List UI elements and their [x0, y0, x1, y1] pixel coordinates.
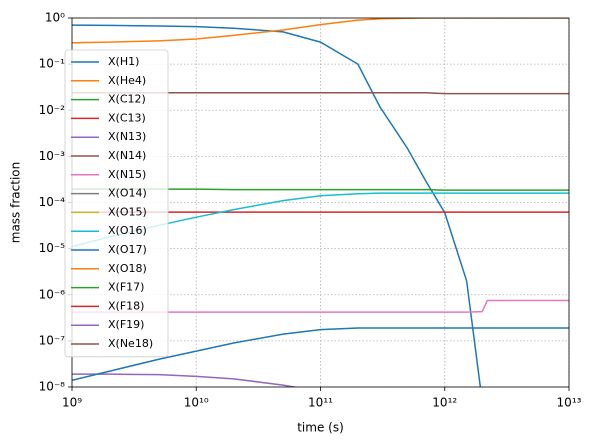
series-line [72, 18, 569, 44]
legend-label: X(O15) [108, 205, 147, 218]
legend-label: X(F18) [108, 299, 144, 312]
y-tick-label: 10⁻⁴ [39, 195, 66, 209]
x-axis-label: time (s) [297, 421, 344, 435]
legend-label: X(N14) [108, 149, 146, 162]
series-line [72, 327, 569, 381]
y-tick-label: 10⁻² [39, 103, 66, 117]
legend-label: X(C13) [108, 111, 146, 124]
plot-lines [72, 18, 569, 387]
x-tick-label: 10⁹ [62, 396, 82, 410]
legend-box [64, 49, 169, 358]
legend-label: X(F19) [108, 318, 144, 331]
series-line [72, 192, 569, 248]
y-tick-label: 10⁻⁵ [39, 241, 66, 255]
legend-label: X(O16) [108, 224, 147, 237]
y-tick-label: 10⁻⁸ [39, 380, 66, 394]
x-tick-label: 10¹⁰ [184, 396, 209, 410]
legend-label: X(O17) [108, 243, 147, 256]
y-tick-label: 10⁻³ [39, 149, 66, 163]
legend-label: X(N15) [108, 168, 146, 181]
y-tick-label: 10⁻¹ [39, 57, 66, 71]
y-tick-label: 10⁻⁷ [39, 333, 66, 347]
x-tick-label: 10¹³ [557, 396, 582, 410]
legend: X(H1) X(He4) X(C12) X(C13) X(N13) X(N14) X(N15… [64, 49, 169, 358]
y-tick-label: 10⁰ [45, 11, 65, 25]
legend-label: X(O18) [108, 262, 147, 275]
legend-label: X(Ne18) [108, 337, 153, 350]
legend-label: X(H1) [108, 55, 139, 68]
y-tick-label: 10⁻⁶ [39, 287, 66, 301]
legend-label: X(F17) [108, 281, 144, 294]
legend-label: X(N13) [108, 130, 146, 143]
legend-label: X(He4) [108, 74, 146, 87]
legend-label: X(O14) [108, 187, 147, 200]
series-line [72, 299, 569, 313]
legend-label: X(C12) [108, 93, 146, 106]
x-tick-label: 10¹¹ [308, 396, 333, 410]
series-line [72, 373, 299, 387]
x-tick-label: 10¹² [432, 396, 457, 410]
series-line [72, 91, 569, 95]
y-axis-label: mass fraction [9, 162, 23, 243]
series-line [72, 188, 569, 191]
series-line [72, 24, 482, 387]
ticks: 10⁹ 10¹⁰ 10¹¹ 10¹² 10¹³ 10⁻⁸ 10⁻⁷ 10⁻⁶ 10⁻⁵ 10⁻⁴ 1… [39, 11, 582, 410]
